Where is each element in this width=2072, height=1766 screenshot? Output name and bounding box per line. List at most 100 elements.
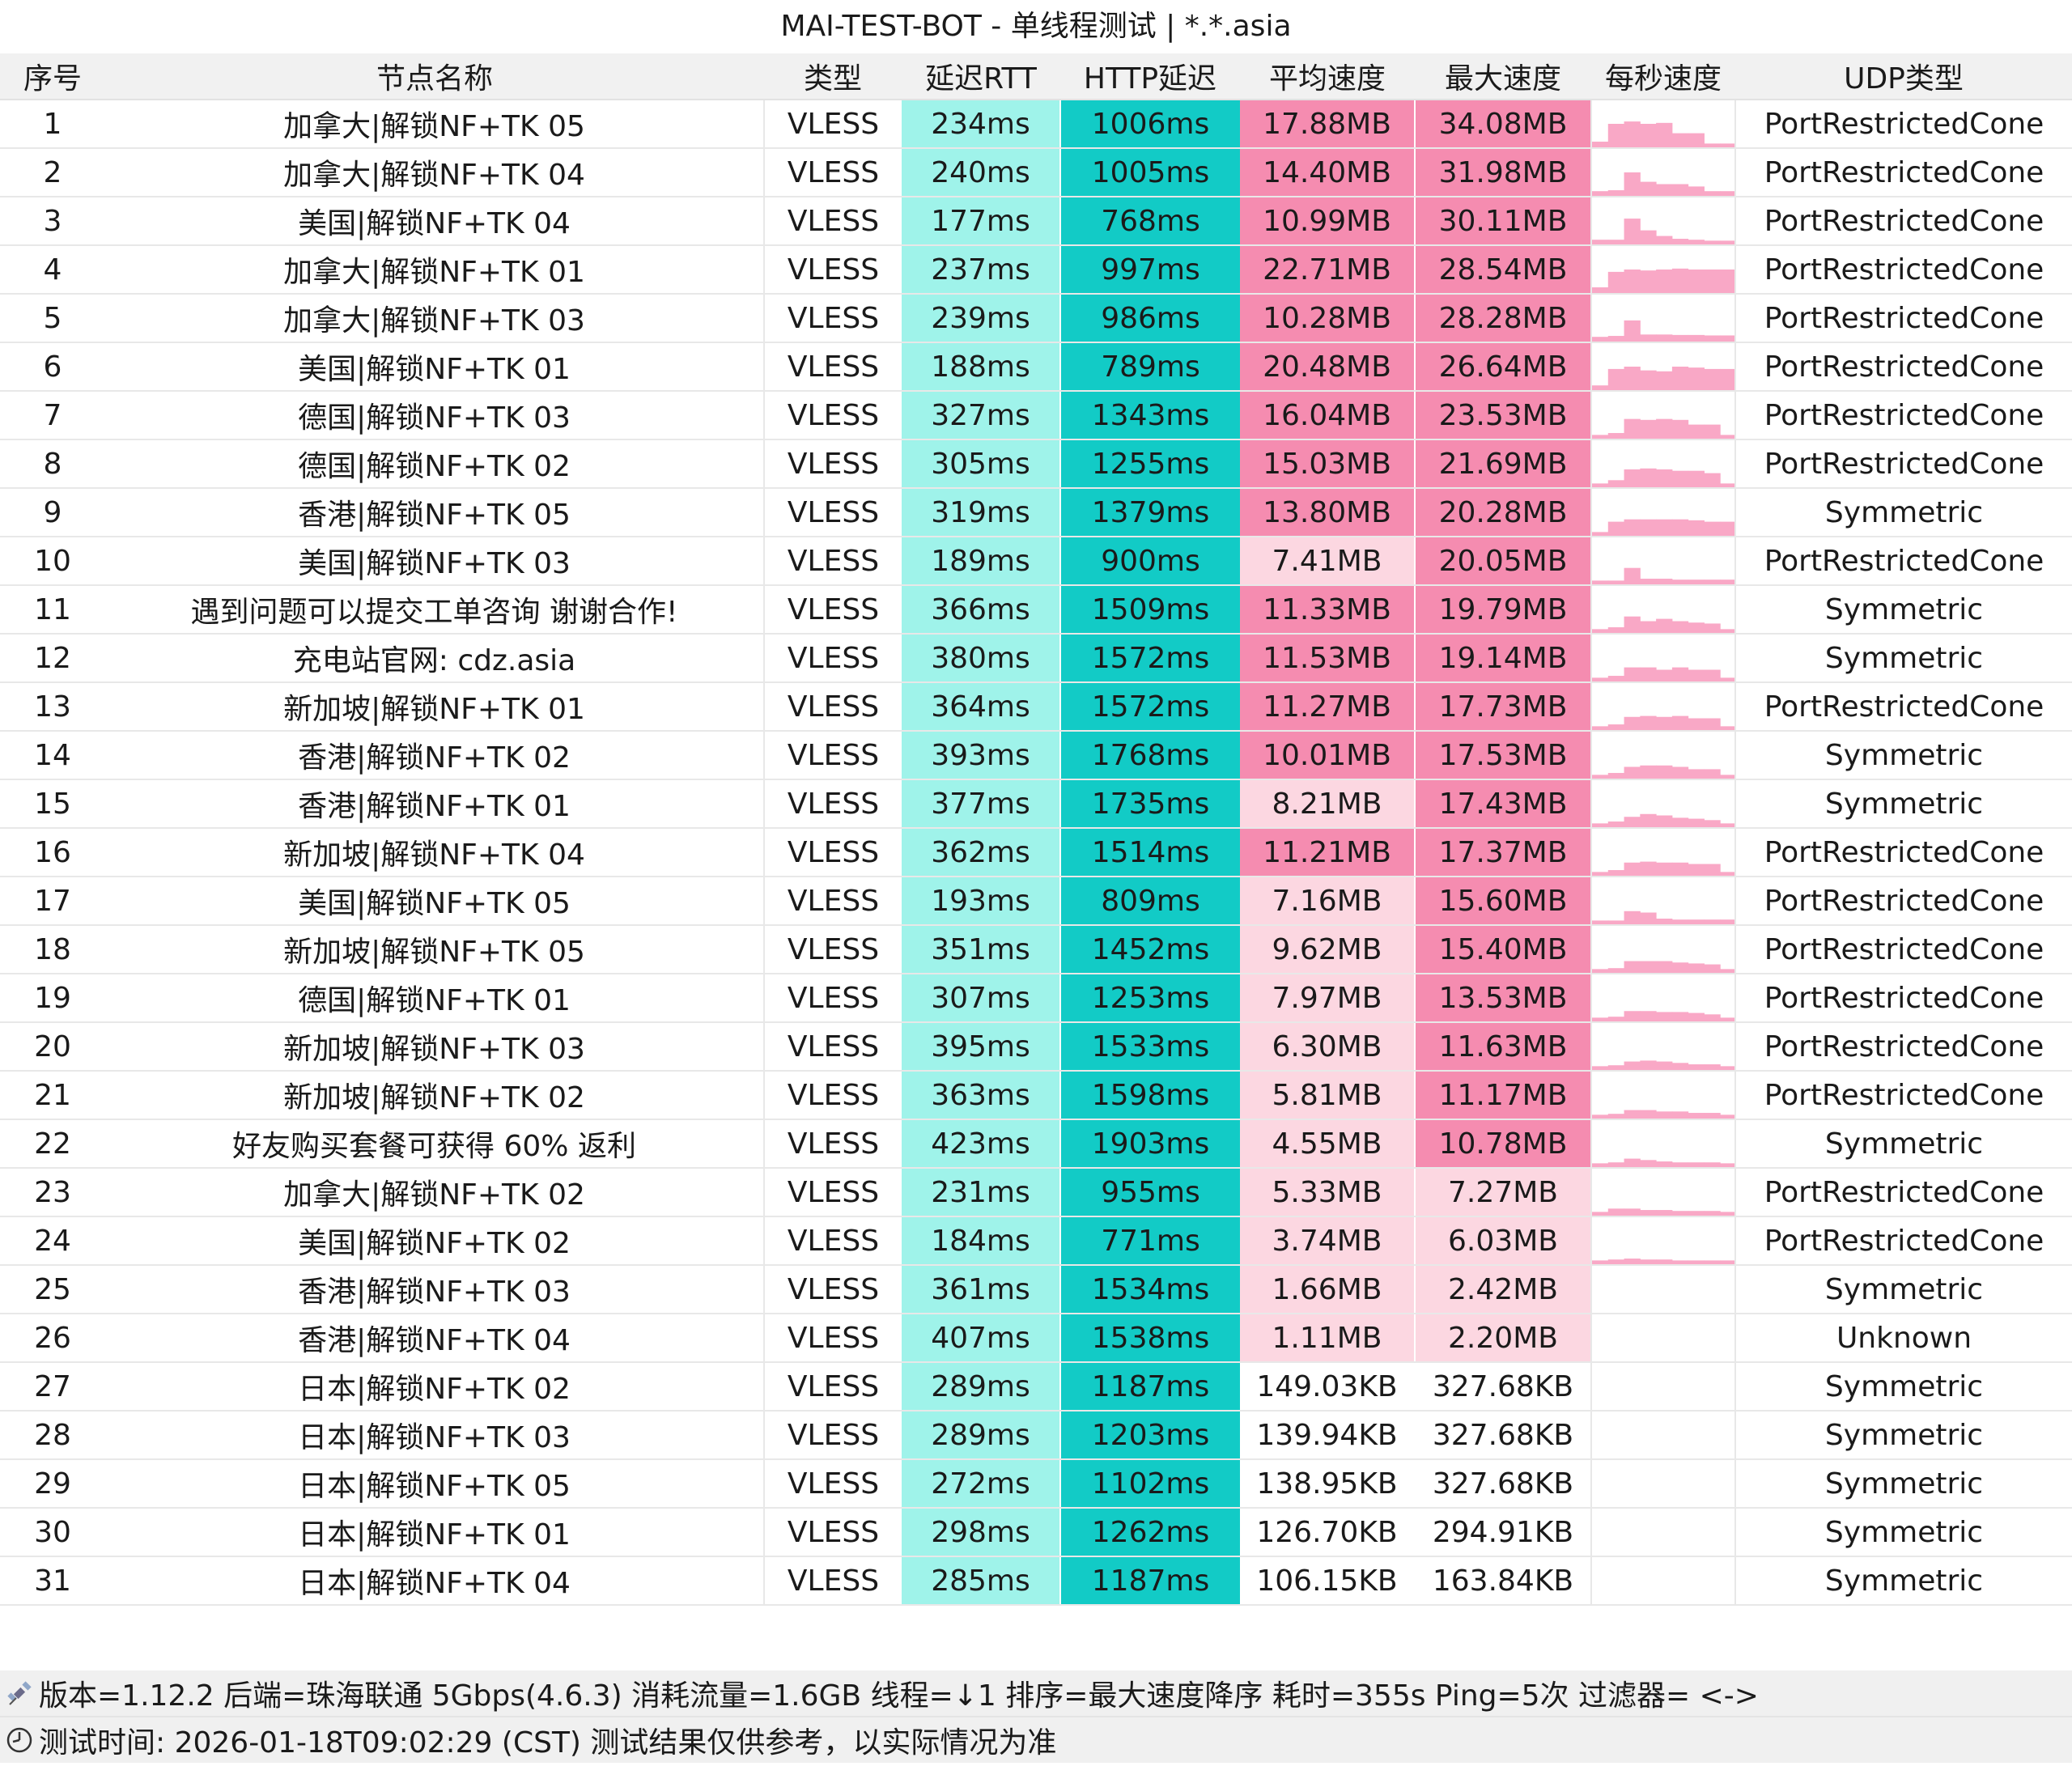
table-row[interactable]: 23 加拿大|解锁NF+TK 02 VLESS 231ms 955ms 5.33MB 7.2… [0,1168,2072,1217]
table-row[interactable]: 21 新加坡|解锁NF+TK 02 VLESS 363ms 1598ms 5.81MB 11… [0,1071,2072,1120]
avg-speed-value: 11.27MB [1240,682,1416,732]
sparkline-bar [1688,334,1705,341]
sparkline-bar [1656,122,1673,146]
sparkline-bar [1607,190,1625,195]
col-header-http[interactable]: HTTP延迟 [1060,53,1240,100]
udp-type-value: PortRestrictedCone [1734,294,2072,343]
table-row[interactable]: 11 遇到问题可以提交工单咨询 谢谢合作! VLESS 366ms 1509ms 11.3… [0,585,2072,635]
sparkline-chart [1593,219,1735,244]
sparkline-bar [1656,1210,1673,1215]
sparkline-bar [1624,121,1641,146]
sparkline-chart [1593,861,1735,875]
table-row[interactable]: 16 新加坡|解锁NF+TK 04 VLESS 362ms 1514ms 11.21MB 1… [0,828,2072,877]
table-row[interactable]: 30 日本|解锁NF+TK 01 VLESS 298ms 1262ms 126.70KB 2… [0,1508,2072,1557]
sparkline-bar [1640,370,1657,389]
node-type: VLESS [763,828,902,877]
table-row[interactable]: 12 充电站官网: cdz.asia VLESS 380ms 1572ms 11.53MB… [0,634,2072,683]
table-row[interactable]: 3 美国|解锁NF+TK 04 VLESS 177ms 768ms 10.99MB 30.1… [0,197,2072,246]
avg-speed-value: 11.53MB [1240,634,1416,683]
table-row[interactable]: 29 日本|解锁NF+TK 05 VLESS 272ms 1102ms 138.95KB 3… [0,1459,2072,1509]
sparkline-bar [1593,191,1609,195]
table-row[interactable]: 27 日本|解锁NF+TK 02 VLESS 289ms 1187ms 149.03KB 3… [0,1362,2072,1412]
node-type: VLESS [763,974,902,1023]
avg-speed-value: 20.48MB [1240,342,1416,392]
sparkline-chart [1593,1011,1735,1021]
sparkline-bar [1688,1162,1705,1166]
sparkline-bar [1640,1110,1657,1118]
sparkline-bar [1607,773,1625,778]
col-header-type[interactable]: 类型 [764,53,902,100]
node-index: 10 [0,537,105,586]
table-row[interactable]: 1 加拿大|解锁NF+TK 05 VLESS 234ms 1006ms 17.88MB 34… [0,100,2072,149]
table-row[interactable]: 2 加拿大|解锁NF+TK 04 VLESS 240ms 1005ms 14.40MB 31… [0,148,2072,197]
table-row[interactable]: 28 日本|解锁NF+TK 03 VLESS 289ms 1203ms 139.94KB 3… [0,1411,2072,1460]
max-speed-value: 17.37MB [1415,828,1591,877]
sparkline-bar [1688,240,1705,244]
col-header-rtt[interactable]: 延迟RTT [902,53,1060,100]
sparkline-bar [1624,519,1641,535]
table-row[interactable]: 15 香港|解锁NF+TK 01 VLESS 377ms 1735ms 8.21MB 17.… [0,779,2072,829]
sparkline-bar [1671,862,1689,875]
table-row[interactable]: 7 德国|解锁NF+TK 03 VLESS 327ms 1343ms 16.04MB 23.… [0,391,2072,440]
sparkline-bar [1640,230,1657,244]
col-header-max-speed[interactable]: 最大速度 [1415,53,1591,100]
rtt-value: 298ms [902,1508,1061,1557]
node-type: VLESS [763,100,902,149]
sparkline-bar [1593,823,1609,826]
table-row[interactable]: 25 香港|解锁NF+TK 03 VLESS 361ms 1534ms 1.66MB 2.4… [0,1265,2072,1314]
table-row[interactable]: 14 香港|解锁NF+TK 02 VLESS 393ms 1768ms 10.01MB 17… [0,731,2072,780]
sparkline-bar [1704,473,1721,486]
rtt-value: 285ms [902,1556,1061,1606]
sparkline-bar [1624,817,1641,826]
table-row[interactable]: 4 加拿大|解锁NF+TK 01 VLESS 237ms 997ms 22.71MB 28.… [0,245,2072,295]
udp-type-value: Symmetric [1734,731,2072,780]
table-row[interactable]: 31 日本|解锁NF+TK 04 VLESS 285ms 1187ms 106.15KB 1… [0,1556,2072,1606]
sparkline-bar [1688,1012,1705,1021]
col-header-udp[interactable]: UDP类型 [1735,53,2072,100]
table-row[interactable]: 10 美国|解锁NF+TK 03 VLESS 189ms 900ms 7.41MB 20.0… [0,537,2072,586]
per-second-sparkline [1590,682,1735,732]
udp-type-value: Symmetric [1734,634,2072,683]
avg-speed-value: 149.03KB [1240,1362,1416,1412]
table-row[interactable]: 22 好友购买套餐可获得 60% 返利 VLESS 423ms 1903ms 4.55MB… [0,1119,2072,1169]
sparkline-chart [1593,765,1735,778]
table-row[interactable]: 20 新加坡|解锁NF+TK 03 VLESS 395ms 1533ms 6.30MB 11… [0,1022,2072,1072]
table-row[interactable]: 17 美国|解锁NF+TK 05 VLESS 193ms 809ms 7.16MB 15.6… [0,877,2072,926]
avg-speed-value: 5.81MB [1240,1071,1416,1120]
sparkline-bar [1624,1158,1641,1166]
sparkline-chart [1593,468,1735,486]
sparkline-bar [1624,862,1641,875]
table-row[interactable]: 9 香港|解锁NF+TK 05 VLESS 319ms 1379ms 13.80MB 20.… [0,488,2072,537]
node-name: 日本|解锁NF+TK 01 [105,1508,764,1557]
table-row[interactable]: 19 德国|解锁NF+TK 01 VLESS 307ms 1253ms 7.97MB 13.… [0,974,2072,1023]
table-row[interactable]: 13 新加坡|解锁NF+TK 01 VLESS 364ms 1572ms 11.27MB 1… [0,682,2072,732]
rtt-value: 362ms [902,828,1061,877]
udp-type-value: Unknown [1734,1314,2072,1363]
sparkline-bar [1640,765,1657,778]
sparkline-bar [1624,1208,1641,1215]
col-header-no[interactable]: 序号 [0,53,105,100]
avg-speed-value: 5.33MB [1240,1168,1416,1217]
avg-speed-value: 22.71MB [1240,245,1416,295]
udp-type-value: PortRestrictedCone [1734,1168,2072,1217]
table-row[interactable]: 24 美国|解锁NF+TK 02 VLESS 184ms 771ms 3.74MB 6.03… [0,1216,2072,1266]
sparkline-bar [1720,1114,1735,1118]
sparkline-bar [1704,1211,1721,1215]
col-header-avg-speed[interactable]: 平均速度 [1240,53,1415,100]
per-second-sparkline [1590,925,1735,974]
table-row[interactable]: 6 美国|解锁NF+TK 01 VLESS 188ms 789ms 20.48MB 26.6… [0,342,2072,392]
table-row[interactable]: 8 德国|解锁NF+TK 02 VLESS 305ms 1255ms 15.03MB 21.… [0,439,2072,489]
sparkline-bar [1704,919,1721,923]
table-row[interactable]: 5 加拿大|解锁NF+TK 03 VLESS 239ms 986ms 10.28MB 28.… [0,294,2072,343]
col-header-name[interactable]: 节点名称 [105,53,764,100]
node-index: 26 [0,1314,105,1363]
col-header-per-second[interactable]: 每秒速度 [1591,53,1735,100]
per-second-sparkline [1590,974,1735,1023]
sparkline-bar [1640,1011,1657,1021]
avg-speed-value: 9.62MB [1240,925,1416,974]
table-row[interactable]: 18 新加坡|解锁NF+TK 05 VLESS 351ms 1452ms 9.62MB 15… [0,925,2072,974]
per-second-sparkline [1590,1216,1735,1266]
table-row[interactable]: 26 香港|解锁NF+TK 04 VLESS 407ms 1538ms 1.11MB 2.2… [0,1314,2072,1363]
sparkline-bar [1593,775,1609,778]
node-index: 7 [0,391,105,440]
